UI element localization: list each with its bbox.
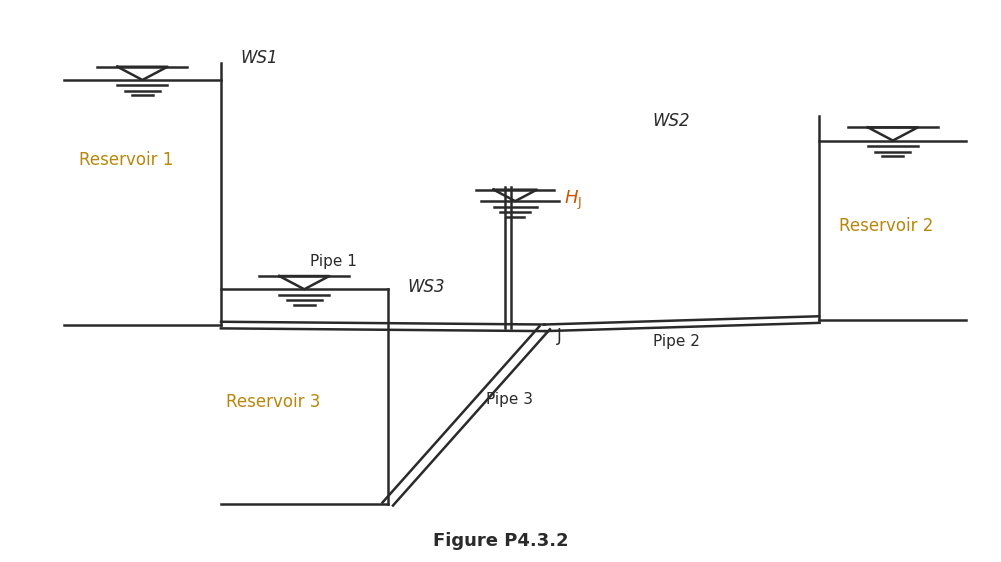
Text: Reservoir 3: Reservoir 3 (226, 393, 320, 411)
Text: $H_{\rm J}$: $H_{\rm J}$ (565, 188, 583, 212)
Text: Reservoir 2: Reservoir 2 (839, 217, 933, 235)
Text: Figure P4.3.2: Figure P4.3.2 (432, 532, 569, 550)
Text: WS1: WS1 (240, 49, 278, 67)
Text: Pipe 1: Pipe 1 (310, 254, 357, 269)
Text: Pipe 3: Pipe 3 (485, 392, 533, 407)
Text: Reservoir 1: Reservoir 1 (79, 151, 173, 169)
Text: Pipe 2: Pipe 2 (653, 334, 700, 349)
Text: WS3: WS3 (407, 278, 444, 296)
Text: WS2: WS2 (653, 112, 690, 130)
Text: J: J (557, 327, 562, 345)
